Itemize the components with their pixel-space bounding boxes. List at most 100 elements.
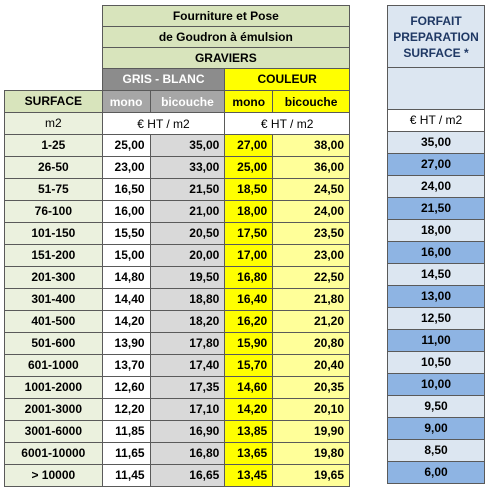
blank-cell [5,27,103,48]
color-mono-cell: 17,00 [224,244,274,267]
grey-mono-cell: 11,65 [101,442,151,465]
table-row: 26-50 23,00 33,00 25,00 36,00 [4,156,350,179]
surface-cell: 101-150 [4,222,103,245]
grey-mono-cell: 11,85 [101,420,151,443]
color-bicouche-header: bicouche [272,90,350,113]
grey-bicouche-cell: 21,00 [149,200,226,223]
grey-bicouche-cell: 20,50 [149,222,226,245]
surface-cell: 151-200 [4,244,103,267]
table-row: 301-400 14,40 18,80 16,40 21,80 [4,288,350,311]
surface-cell: 201-300 [4,266,103,289]
forfait-title-2: PREPARATION [393,29,479,44]
unit-price-color: € HT / m2 [224,112,350,135]
forfait-cell: 9,00 [387,417,485,440]
forfait-title-1: FORFAIT [410,13,462,28]
color-bicouche-cell: 21,20 [272,310,350,333]
group-grey-header: GRIS - BLANC [101,68,226,91]
color-bicouche-cell: 23,00 [272,244,350,267]
color-mono-header: mono [224,90,274,113]
color-mono-cell: 14,60 [224,376,274,399]
grey-bicouche-cell: 19,50 [149,266,226,289]
grey-mono-cell: 14,40 [101,288,151,311]
color-mono-cell: 13,85 [224,420,274,443]
grey-bicouche-cell: 16,90 [149,420,226,443]
forfait-row: 27,00 [387,153,485,176]
forfait-row: 13,00 [387,285,485,308]
surface-cell: > 10000 [4,464,103,487]
color-bicouche-cell: 20,35 [272,376,350,399]
table-row: 501-600 13,90 17,80 15,90 20,80 [4,332,350,355]
forfait-title-3: SURFACE * [403,45,469,60]
grey-mono-cell: 13,70 [101,354,151,377]
color-mono-cell: 17,50 [224,222,274,245]
forfait-cell: 9,50 [387,395,485,418]
graviers-header: GRAVIERS [101,47,351,69]
grey-bicouche-cell: 17,10 [149,398,226,421]
forfait-row: 11,00 [387,329,485,352]
grey-bicouche-cell: 21,50 [149,178,226,201]
color-bicouche-cell: 24,00 [272,200,350,223]
grey-bicouche-cell: 17,40 [149,354,226,377]
color-mono-cell: 16,80 [224,266,274,289]
forfait-row: 10,50 [387,351,485,374]
color-mono-cell: 13,45 [224,464,274,487]
grey-bicouche-cell: 17,80 [149,332,226,355]
table-row: 101-150 15,50 20,50 17,50 23,50 [4,222,350,245]
color-bicouche-cell: 19,90 [272,420,350,443]
surface-cell: 6001-10000 [4,442,103,465]
price-table: Fourniture et Pose de Goudron à émulsion… [4,5,351,487]
grey-mono-cell: 15,50 [101,222,151,245]
surface-cell: 301-400 [4,288,103,311]
forfait-cell: 18,00 [387,219,485,242]
grey-mono-cell: 11,45 [101,464,151,487]
forfait-row: 21,50 [387,197,485,220]
surface-cell: 1001-2000 [4,376,103,399]
grey-mono-cell: 15,00 [101,244,151,267]
color-bicouche-cell: 36,00 [272,156,350,179]
forfait-row: 10,00 [387,373,485,396]
grey-bicouche-cell: 18,80 [149,288,226,311]
grey-mono-cell: 16,00 [101,200,151,223]
blank-cell [5,6,103,27]
color-mono-cell: 27,00 [224,134,274,157]
grey-mono-cell: 13,90 [101,332,151,355]
forfait-cell: 35,00 [387,131,485,154]
table-row: 601-1000 13,70 17,40 15,70 20,40 [4,354,350,377]
title-line-1: Fourniture et Pose [101,5,351,27]
color-bicouche-cell: 21,80 [272,288,350,311]
surface-cell: 501-600 [4,332,103,355]
grey-mono-header: mono [101,90,151,113]
table-row: 1001-2000 12,60 17,35 14,60 20,35 [4,376,350,399]
forfait-cell: 8,50 [387,439,485,462]
color-bicouche-cell: 20,40 [272,354,350,377]
blank-cell [5,48,103,69]
unit-price-grey: € HT / m2 [101,112,226,135]
forfait-cell: 21,50 [387,197,485,220]
color-bicouche-cell: 22,50 [272,266,350,289]
table-row: > 10000 11,45 16,65 13,45 19,65 [4,464,350,487]
color-bicouche-cell: 20,10 [272,398,350,421]
grey-bicouche-cell: 17,35 [149,376,226,399]
table-row: 201-300 14,80 19,50 16,80 22,50 [4,266,350,289]
color-bicouche-cell: 38,00 [272,134,350,157]
forfait-row: 14,50 [387,263,485,286]
color-mono-cell: 13,65 [224,442,274,465]
grey-mono-cell: 16,50 [101,178,151,201]
table-row: 401-500 14,20 18,20 16,20 21,20 [4,310,350,333]
surface-cell: 26-50 [4,156,103,179]
grey-mono-cell: 12,20 [101,398,151,421]
forfait-row: 24,00 [387,175,485,198]
forfait-cell: 13,00 [387,285,485,308]
forfait-cell: 16,00 [387,241,485,264]
grey-mono-cell: 12,60 [101,376,151,399]
grey-bicouche-cell: 20,00 [149,244,226,267]
forfait-header: FORFAIT PREPARATION SURFACE * [387,5,485,68]
table-row: 6001-10000 11,65 16,80 13,65 19,80 [4,442,350,465]
table-row: 76-100 16,00 21,00 18,00 24,00 [4,200,350,223]
color-mono-cell: 15,70 [224,354,274,377]
surface-cell: 601-1000 [4,354,103,377]
grey-bicouche-cell: 33,00 [149,156,226,179]
color-mono-cell: 18,00 [224,200,274,223]
forfait-unit: € HT / m2 [387,109,485,132]
color-mono-cell: 15,90 [224,332,274,355]
